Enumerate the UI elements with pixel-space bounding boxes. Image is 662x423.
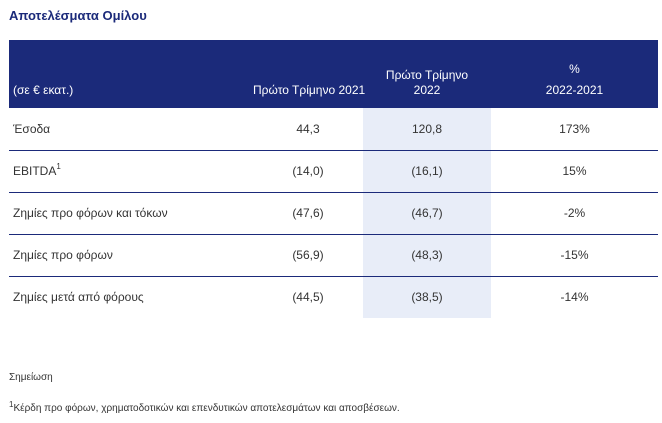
row-label: Ζημίες προ φόρων και τόκων — [9, 192, 253, 235]
table-row: Ζημίες προ φόρων (56,9) (48,3) -15% — [9, 234, 658, 277]
row-label: Έσοδα — [9, 108, 253, 151]
row-label: EBITDA1 — [9, 150, 253, 193]
header-pct-change: % 2022-2021 — [491, 40, 658, 108]
row-label: Ζημίες μετά από φόρους — [13, 290, 144, 305]
header-q1-2022: Πρώτο Τρίμηνο 2022 — [363, 40, 491, 108]
table-row: Ζημίες μετά από φόρους (44,5) (38,5) -14… — [9, 276, 658, 318]
table-header-row: (σε € εκατ.) Πρώτο Τρίμηνο 2021 Πρώτο Τρ… — [9, 40, 658, 108]
row-value-q1-2021: (56,9) — [253, 234, 363, 277]
footnote-marker: 1 — [56, 162, 61, 171]
row-value-pct: 15% — [491, 150, 658, 193]
footnote-text: Κέρδη προ φόρων, χρηματοδοτικών και επεν… — [13, 403, 400, 414]
row-value-q1-2022: (38,5) — [363, 276, 491, 318]
row-value-q1-2021: (14,0) — [253, 150, 363, 193]
row-value-q1-2022: (16,1) — [363, 150, 491, 193]
row-value-q1-2021: (44,5) — [292, 290, 324, 305]
row-label: Ζημίες προ φόρων — [9, 234, 253, 277]
header-q1-2022-line2: 2022 — [413, 83, 441, 97]
header-q1-2022-line1: Πρώτο Τρίμηνο — [385, 68, 469, 82]
table-row: Ζημίες προ φόρων και τόκων (47,6) (46,7)… — [9, 192, 658, 235]
row-value-pct: -15% — [491, 234, 658, 277]
row-value-q1-2021: 44,3 — [253, 108, 363, 151]
table-row: EBITDA1 (14,0) (16,1) 15% — [9, 150, 658, 193]
page-title: Αποτελέσματα Ομίλου — [9, 8, 147, 23]
header-q1-2021: Πρώτο Τρίμηνο 2021 — [253, 83, 366, 97]
footnote-number: 1 — [9, 400, 14, 409]
row-value-pct: -2% — [491, 192, 658, 235]
header-units: (σε € εκατ.) — [13, 83, 74, 97]
header-pct-sign: % — [569, 62, 580, 76]
row-value-q1-2022: (48,3) — [363, 234, 491, 277]
results-table: (σε € εκατ.) Πρώτο Τρίμηνο 2021 Πρώτο Τρ… — [9, 40, 658, 318]
table-row: Έσοδα 44,3 120,8 173% — [9, 108, 658, 151]
row-value-q1-2022: (46,7) — [363, 192, 491, 235]
row-value-q1-2022: 120,8 — [363, 108, 491, 151]
row-value-pct: -14% — [560, 290, 589, 305]
footnote: 1Κέρδη προ φόρων, χρηματοδοτικών και επε… — [9, 400, 400, 414]
header-pct-period: 2022-2021 — [545, 83, 604, 97]
notes-label: Σημείωση — [9, 372, 53, 383]
row-value-pct: 173% — [491, 108, 658, 151]
row-value-q1-2021: (47,6) — [253, 192, 363, 235]
